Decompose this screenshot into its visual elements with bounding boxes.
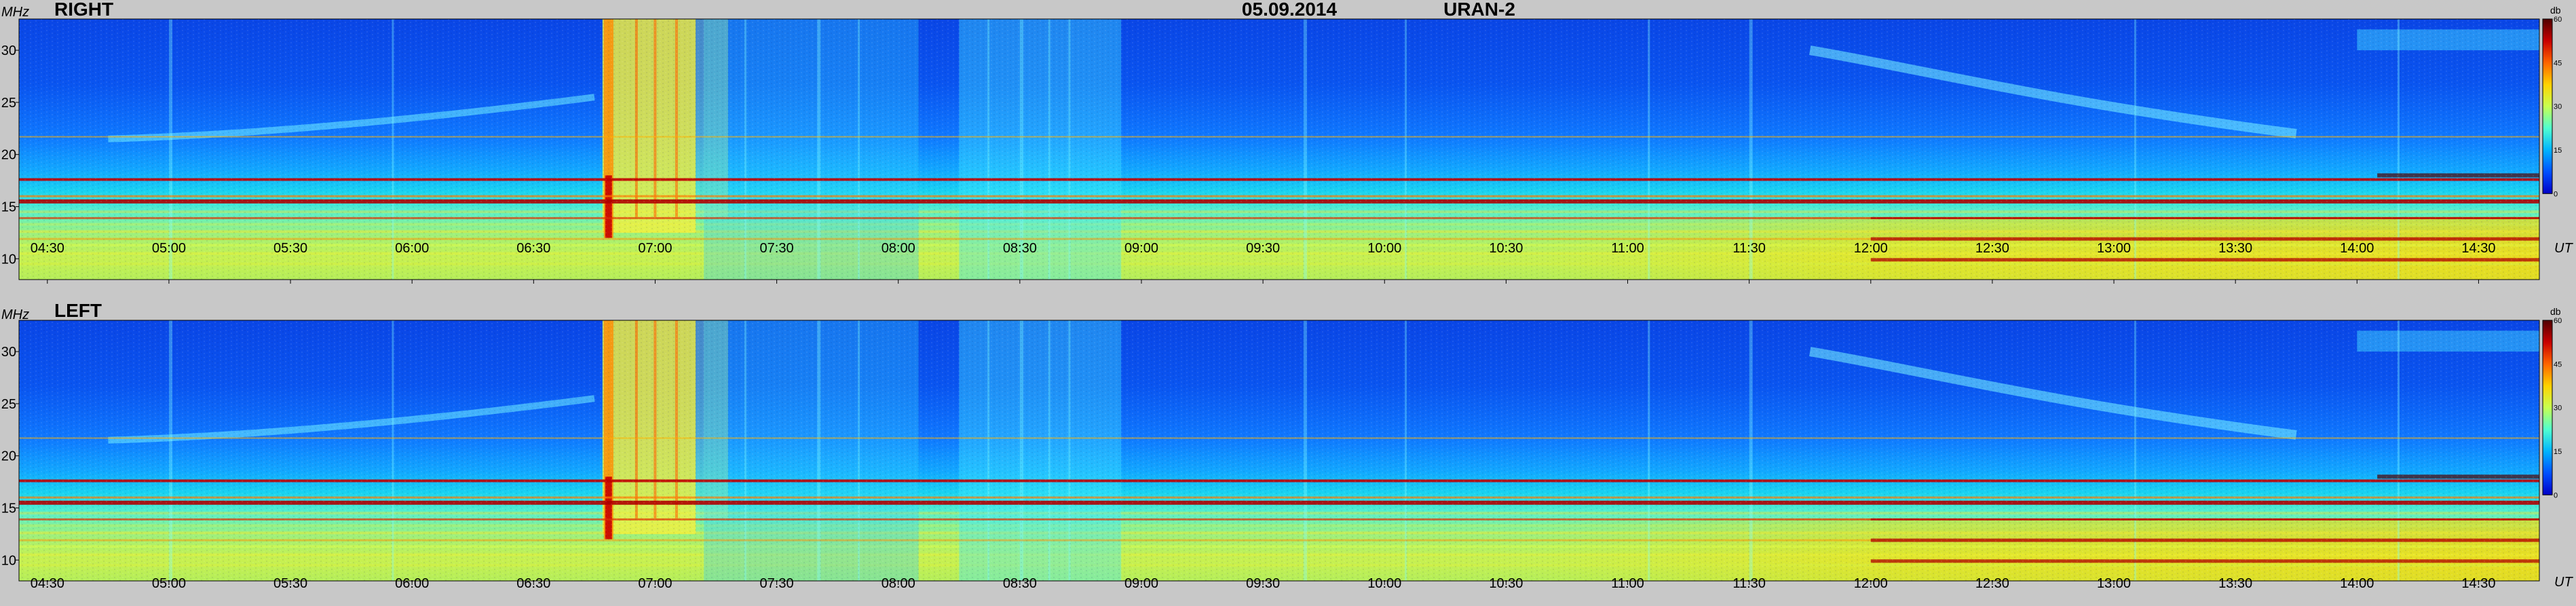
x-tick-label: 12:30 bbox=[1975, 576, 2009, 591]
x-tick-label: 11:30 bbox=[1732, 576, 1766, 591]
texture-overlay bbox=[19, 320, 2539, 581]
y-tick-label: 25 bbox=[1, 397, 16, 412]
panel-title-left: LEFT bbox=[54, 300, 102, 321]
colorbar bbox=[2542, 320, 2553, 495]
colorbar-tick-label: 30 bbox=[2554, 404, 2562, 413]
x-tick-label: 11:00 bbox=[1611, 576, 1644, 591]
x-tick-label: 05:00 bbox=[152, 576, 186, 591]
x-tick-label: 14:00 bbox=[2340, 576, 2374, 591]
y-tick-label: 15 bbox=[1, 501, 16, 516]
x-tick-label: 13:00 bbox=[2097, 576, 2131, 591]
texture-overlay bbox=[19, 19, 2539, 280]
x-tick-label: 13:30 bbox=[2218, 241, 2252, 256]
y-tick-label: 10 bbox=[1, 252, 16, 267]
spectrogram-plot bbox=[19, 320, 2539, 581]
colorbar-tick-label: 60 bbox=[2554, 16, 2562, 24]
x-tick-label: 13:30 bbox=[2218, 576, 2252, 591]
x-tick-label: 04:30 bbox=[31, 241, 64, 256]
xlabel-left: UT bbox=[2554, 575, 2573, 590]
colorbar-tick-label: 45 bbox=[2554, 360, 2562, 368]
instrument-label: URAN-2 bbox=[1443, 0, 1515, 20]
y-tick-label: 10 bbox=[1, 553, 16, 568]
plot-frame bbox=[18, 18, 2540, 280]
y-tick-label: 15 bbox=[1, 200, 16, 214]
colorbar-tick-label: 0 bbox=[2554, 190, 2558, 198]
x-tick-label: 06:00 bbox=[395, 241, 429, 256]
x-tick-label: 05:00 bbox=[152, 241, 186, 256]
x-tick-label: 11:00 bbox=[1611, 241, 1644, 256]
colorbar-tick-label: 45 bbox=[2554, 59, 2562, 67]
x-tick-label: 05:30 bbox=[273, 241, 307, 256]
colorbar-label-right: db bbox=[2550, 5, 2561, 16]
colorbar-tick-label: 60 bbox=[2554, 317, 2562, 325]
x-tick-label: 06:30 bbox=[516, 241, 550, 256]
colorbar-tick-label: 30 bbox=[2554, 103, 2562, 111]
x-tick-label: 13:00 bbox=[2097, 241, 2131, 256]
spectrogram-plot bbox=[19, 19, 2539, 280]
plot-frame bbox=[18, 320, 2540, 582]
x-tick-label: 10:30 bbox=[1489, 241, 1523, 256]
x-tick-label: 14:30 bbox=[2461, 241, 2495, 256]
x-tick-label: 08:00 bbox=[882, 576, 915, 591]
date-label: 05.09.2014 bbox=[1242, 0, 1338, 20]
x-tick-label: 12:00 bbox=[1854, 576, 1888, 591]
x-tick-label: 06:00 bbox=[395, 576, 429, 591]
x-tick-label: 07:30 bbox=[760, 576, 794, 591]
panel-title-right: RIGHT bbox=[54, 0, 113, 20]
x-tick-label: 09:30 bbox=[1246, 576, 1280, 591]
colorbar-tick-label: 15 bbox=[2554, 147, 2562, 155]
y-tick-label: 20 bbox=[1, 449, 16, 464]
ylabel-right: MHz bbox=[1, 5, 29, 20]
x-tick-label: 11:30 bbox=[1732, 241, 1766, 256]
y-tick-label: 20 bbox=[1, 148, 16, 163]
x-tick-label: 12:30 bbox=[1975, 241, 2009, 256]
x-tick-label: 08:00 bbox=[882, 241, 915, 256]
x-tick-label: 12:00 bbox=[1854, 241, 1888, 256]
x-tick-label: 09:00 bbox=[1124, 241, 1158, 256]
x-tick-label: 07:00 bbox=[638, 576, 672, 591]
x-tick-label: 05:30 bbox=[273, 576, 307, 591]
y-tick-label: 30 bbox=[1, 345, 16, 360]
x-tick-label: 14:30 bbox=[2461, 576, 2495, 591]
x-tick-label: 07:00 bbox=[638, 241, 672, 256]
y-tick-label: 25 bbox=[1, 96, 16, 111]
colorbar bbox=[2542, 18, 2553, 194]
x-tick-label: 10:30 bbox=[1489, 576, 1523, 591]
panel-right: 10 15 20 25 30 04:30 05:00 05:30 06:00 06:30 07:00… bbox=[1, 16, 2562, 284]
x-tick-label: 07:30 bbox=[760, 241, 794, 256]
colorbar-tick-label: 15 bbox=[2554, 448, 2562, 456]
x-tick-label: 10:00 bbox=[1367, 576, 1401, 591]
y-tick-label: 30 bbox=[1, 43, 16, 58]
x-tick-label: 09:00 bbox=[1124, 576, 1158, 591]
x-tick-label: 14:00 bbox=[2340, 241, 2374, 256]
colorbar-label-left: db bbox=[2550, 306, 2561, 317]
colorbar-tick-label: 0 bbox=[2554, 491, 2558, 499]
x-tick-label: 09:30 bbox=[1246, 241, 1280, 256]
x-tick-label: 08:30 bbox=[1003, 576, 1037, 591]
x-tick-label: 08:30 bbox=[1003, 241, 1037, 256]
x-tick-label: 06:30 bbox=[516, 576, 550, 591]
xlabel-right: UT bbox=[2554, 241, 2573, 256]
panel-left: 10 15 20 25 30 04:30 05:00 05:30 06:00 06:30 07:00… bbox=[1, 317, 2562, 591]
ylabel-left: MHz bbox=[1, 307, 29, 322]
x-tick-label: 10:00 bbox=[1367, 241, 1401, 256]
x-tick-label: 04:30 bbox=[31, 576, 64, 591]
